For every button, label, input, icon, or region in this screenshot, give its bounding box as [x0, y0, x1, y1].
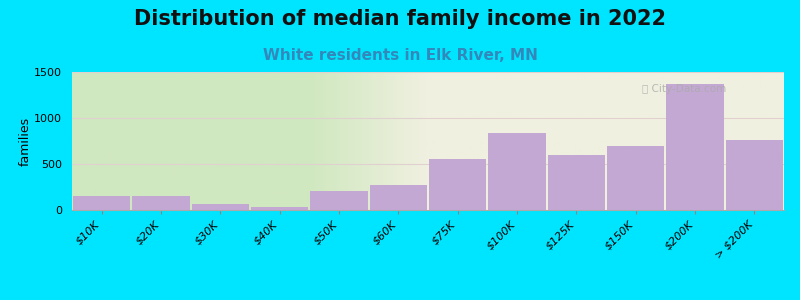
Bar	[726, 140, 783, 210]
Bar	[251, 207, 309, 210]
Bar	[607, 146, 665, 210]
Bar	[370, 185, 427, 210]
Bar	[132, 196, 190, 210]
Text: Distribution of median family income in 2022: Distribution of median family income in …	[134, 9, 666, 29]
Bar	[429, 159, 486, 210]
Bar	[73, 196, 130, 210]
Y-axis label: families: families	[18, 116, 31, 166]
Bar	[547, 155, 605, 210]
Bar	[666, 84, 724, 210]
Text: White residents in Elk River, MN: White residents in Elk River, MN	[262, 48, 538, 63]
Text: ⓘ City-Data.com: ⓘ City-Data.com	[642, 84, 726, 94]
Bar	[191, 204, 249, 210]
Bar	[310, 191, 368, 210]
Bar	[488, 133, 546, 210]
